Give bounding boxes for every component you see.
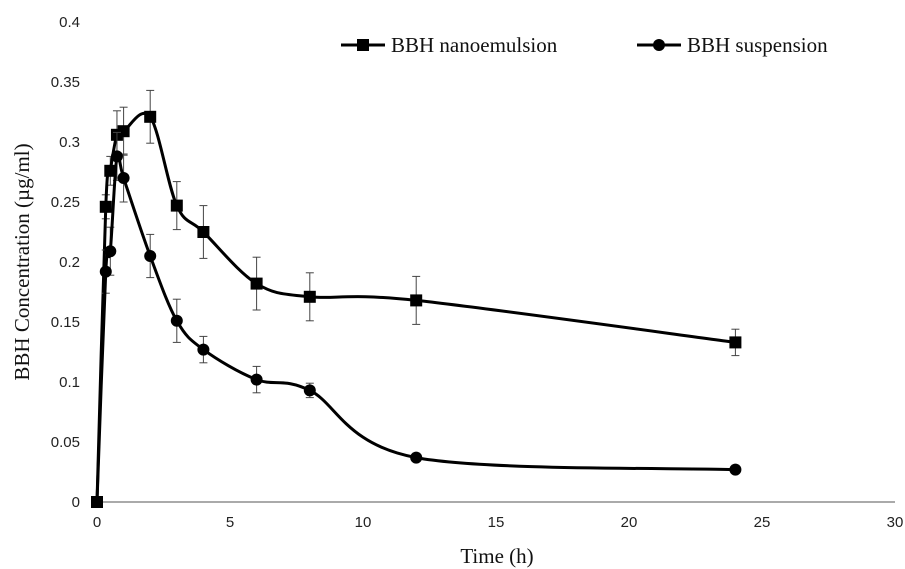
y-tick-label: 0.15 — [51, 314, 80, 331]
legend-label: BBH nanoemulsion — [391, 33, 558, 57]
y-tick-label: 0 — [72, 494, 80, 511]
series-layer — [91, 89, 742, 508]
x-tick-label: 0 — [93, 514, 101, 531]
y-tick-labels: 0 0.05 0.1 0.15 0.2 0.25 0.3 0.35 0.4 — [51, 14, 80, 511]
x-tick-label: 10 — [355, 514, 372, 531]
x-tick-label: 30 — [887, 514, 904, 531]
data-point — [117, 172, 130, 184]
data-point — [99, 265, 112, 278]
legend-marker — [653, 39, 665, 51]
data-point — [110, 150, 123, 163]
data-point — [91, 496, 103, 508]
x-axis-title: Time (h) — [460, 544, 533, 568]
x-tick-label: 5 — [226, 514, 234, 531]
y-tick-label: 0.2 — [59, 254, 80, 271]
data-point — [197, 226, 210, 238]
x-tick-label: 20 — [621, 514, 638, 531]
y-tick-label: 0.4 — [59, 14, 80, 31]
data-point — [197, 343, 210, 356]
data-point — [170, 314, 183, 327]
data-point — [99, 200, 112, 213]
legend-item: BBH suspension — [637, 33, 828, 57]
data-point — [104, 245, 117, 258]
legend: BBH nanoemulsion BBH suspension — [341, 33, 828, 57]
data-point — [729, 336, 742, 349]
legend-marker — [357, 39, 369, 51]
legend-label: BBH suspension — [687, 33, 828, 57]
x-tick-label: 15 — [488, 514, 505, 531]
data-point — [144, 250, 157, 262]
y-axis-title: BBH Concentration (µg/ml) — [10, 143, 34, 380]
y-tick-label: 0.05 — [51, 434, 80, 451]
data-point — [104, 164, 117, 177]
x-tick-label: 25 — [754, 514, 771, 531]
y-tick-label: 0.35 — [51, 74, 80, 91]
series-suspension — [91, 131, 742, 508]
data-point — [170, 199, 183, 212]
data-point — [117, 125, 130, 138]
data-point — [729, 463, 742, 476]
data-point — [410, 294, 423, 307]
data-point — [303, 290, 316, 303]
data-point — [250, 373, 263, 386]
series-line — [95, 111, 736, 503]
y-tick-label: 0.25 — [51, 194, 80, 211]
data-point — [250, 277, 263, 290]
data-point — [144, 110, 157, 123]
series-line — [95, 150, 736, 503]
data-point — [303, 384, 316, 397]
data-point — [410, 451, 423, 464]
y-tick-label: 0.3 — [59, 134, 80, 151]
series-nanoemulsion — [91, 89, 742, 508]
legend-item: BBH nanoemulsion — [341, 33, 558, 57]
x-tick-labels: 0 5 10 15 20 25 30 — [93, 514, 904, 531]
y-tick-label: 0.1 — [59, 374, 80, 391]
